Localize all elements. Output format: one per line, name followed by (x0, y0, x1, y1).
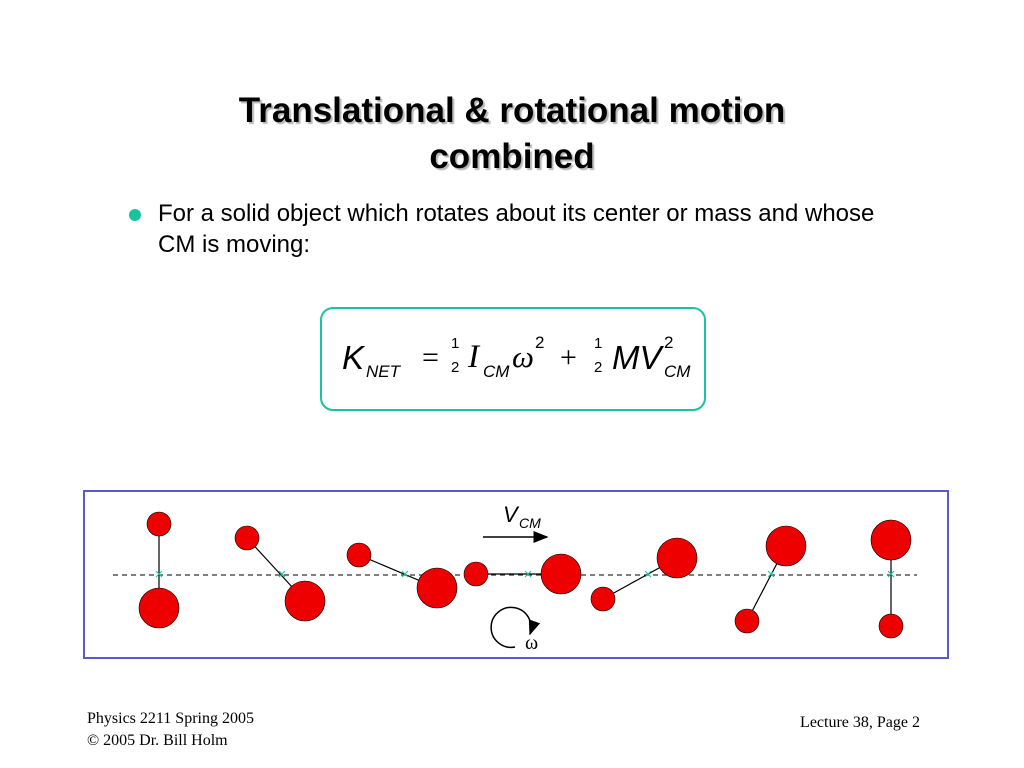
formula-omega-sup: 2 (535, 333, 545, 352)
footer-copyright: © 2005 Dr. Bill Holm (87, 732, 228, 749)
cm-marker-icon: × (644, 566, 653, 583)
bullet-text: For a solid object which rotates about i… (158, 200, 875, 258)
formula-mv: MV (612, 339, 662, 376)
formula-k: K (342, 339, 365, 376)
formula-v-sup: 2 (664, 333, 674, 352)
velocity-label: V (503, 502, 520, 527)
formula-v-sub: CM (664, 362, 691, 381)
formula-i: I (468, 339, 479, 375)
formula-k-sub: NET (366, 362, 400, 381)
small-ball (463, 561, 489, 587)
cm-marker-icon: × (767, 566, 776, 583)
formula-half2-num: 1 (594, 335, 603, 352)
omega-label: ω (525, 632, 538, 654)
cm-marker-icon: × (401, 566, 410, 583)
motion-sequence-svg: × × × × × (113, 502, 917, 654)
small-ball (878, 613, 904, 639)
large-ball (656, 537, 698, 579)
formula-box: K NET = 1 2 I CM ω 2 + 1 2 MV 2 CM (320, 307, 706, 411)
formula-half2-den: 2 (594, 359, 603, 376)
cm-marker-icon: × (524, 566, 533, 583)
dumbbell-frame-1: × (138, 511, 180, 629)
small-ball (346, 542, 372, 568)
slide-title-line1: Translational & rotational motion (238, 91, 786, 130)
formula-plus: + (560, 341, 577, 374)
cm-marker-icon: × (278, 566, 287, 583)
small-ball (146, 511, 172, 537)
velocity-sub: CM (519, 515, 541, 531)
formula-i-sub: CM (483, 362, 510, 381)
footer-course-info: Physics 2211 Spring 2005 © 2005 Dr. Bill… (87, 708, 254, 752)
footer-page-number: Lecture 38, Page 2 (800, 714, 920, 731)
bullet-dot-icon (129, 209, 141, 221)
formula-omega: ω (512, 339, 534, 374)
slide-title: Translational & rotational motion combin… (112, 88, 912, 180)
large-ball (138, 587, 180, 629)
small-ball (234, 525, 260, 551)
dumbbell-frame-3: × (346, 542, 458, 609)
large-ball (416, 567, 458, 609)
large-ball (765, 525, 807, 567)
dumbbell-frame-5: × (590, 537, 698, 612)
formula-half1-num: 1 (451, 335, 460, 352)
formula-equals: = (422, 341, 439, 374)
dumbbell-frame-6: × (734, 525, 807, 634)
dumbbell-frame-2: × (234, 525, 326, 622)
rotation-arrow-icon (490, 606, 541, 649)
small-ball (734, 608, 760, 634)
cm-marker-icon: × (887, 566, 896, 583)
formula-half1-den: 2 (451, 359, 460, 376)
cm-marker-icon: × (155, 566, 164, 583)
dumbbell-frame-7: × (870, 519, 912, 639)
large-ball (284, 580, 326, 622)
slide-title-line2: combined (429, 137, 595, 176)
dumbbell-frame-4: × (463, 553, 582, 595)
large-ball (540, 553, 582, 595)
rolling-motion-diagram: × × × × × (83, 490, 949, 659)
footer-course: Physics 2211 Spring 2005 (87, 710, 254, 727)
large-ball (870, 519, 912, 561)
small-ball (590, 586, 616, 612)
